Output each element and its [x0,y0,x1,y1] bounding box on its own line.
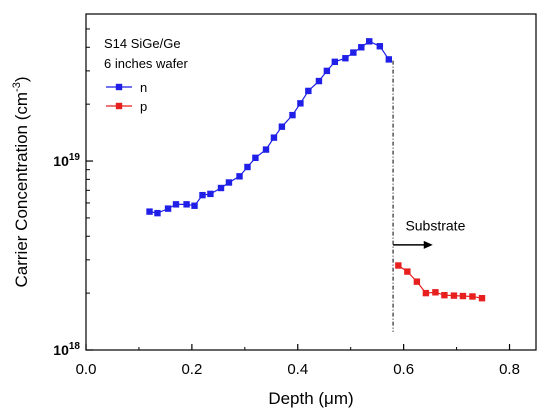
data-point-p [478,294,486,302]
data-point-n [225,179,233,186]
data-point-p [422,289,430,297]
y-tick-label: 1019 [53,152,80,169]
legend-title-line-1: S14 SiGe/Ge [104,36,181,51]
data-point-n [385,56,393,63]
legend-label-n: n [140,80,147,95]
x-tick-label: 0.4 [287,361,308,378]
legend-marker-p [115,102,123,110]
data-point-n [154,209,161,217]
data-point-n [172,201,180,208]
annotation-substrate: Substrate [405,217,465,233]
data-point-p [441,291,448,299]
data-point-n [191,202,198,209]
series-line-n [149,40,390,214]
data-point-n [358,44,365,51]
legend: S14 SiGe/Ge 6 inches wafer np [104,36,188,114]
y-axis-label-close: ) [12,76,31,82]
data-point-n [350,49,357,56]
x-tick-label: 0.2 [181,361,202,378]
data-point-p [413,278,421,285]
data-point-p [469,293,476,300]
data-point-n [244,163,251,171]
y-axis-label: Carrier Concentration (cm-3) [11,76,31,287]
data-point-p [395,262,402,269]
data-point-n [199,191,206,199]
data-point-n [315,77,323,85]
data-point-n [164,205,172,212]
x-axis-label: Depth (μm) [268,389,353,408]
x-axis-ticks: 0.0 0.2 0.4 0.6 0.8 [76,344,520,378]
data-point-n [146,208,153,215]
data-point-n [331,58,339,66]
x-tick-label: 0.6 [393,361,414,378]
data-point-p [404,268,411,275]
data-point-n [207,190,214,198]
y-axis-label-main: Carrier Concentration (cm [12,92,31,288]
data-point-n [252,154,259,162]
data-point-n [289,111,296,119]
data-point-n [342,55,349,62]
plot-frame [85,13,537,351]
data-point-n [366,38,373,45]
data-point-n [305,87,312,95]
data-point-n [278,123,286,130]
data-point-p [432,289,439,296]
data-point-p [459,292,467,300]
y-tick-label: 1018 [53,341,80,358]
data-point-p [450,292,458,299]
data-point-n [376,43,384,50]
substrate-arrow-head [423,240,433,249]
data-point-n [323,67,331,75]
y-axis-ticks: 1019 1018 [53,28,93,358]
y-axis-label-exp: -3 [11,82,23,92]
data-point-n [183,201,190,208]
data-point-n [217,184,225,192]
data-point-n [270,134,278,141]
legend-label-p: p [140,99,147,114]
series-line-p [398,265,483,299]
chart-marks: Substrate [146,38,486,332]
legend-title-line-2: 6 inches wafer [104,56,188,71]
x-tick-label: 0.0 [76,361,97,378]
legend-marker-n [115,83,123,91]
data-point-n [297,100,304,107]
data-point-n [262,146,270,153]
x-tick-label: 0.8 [499,361,520,378]
data-point-n [236,173,243,180]
